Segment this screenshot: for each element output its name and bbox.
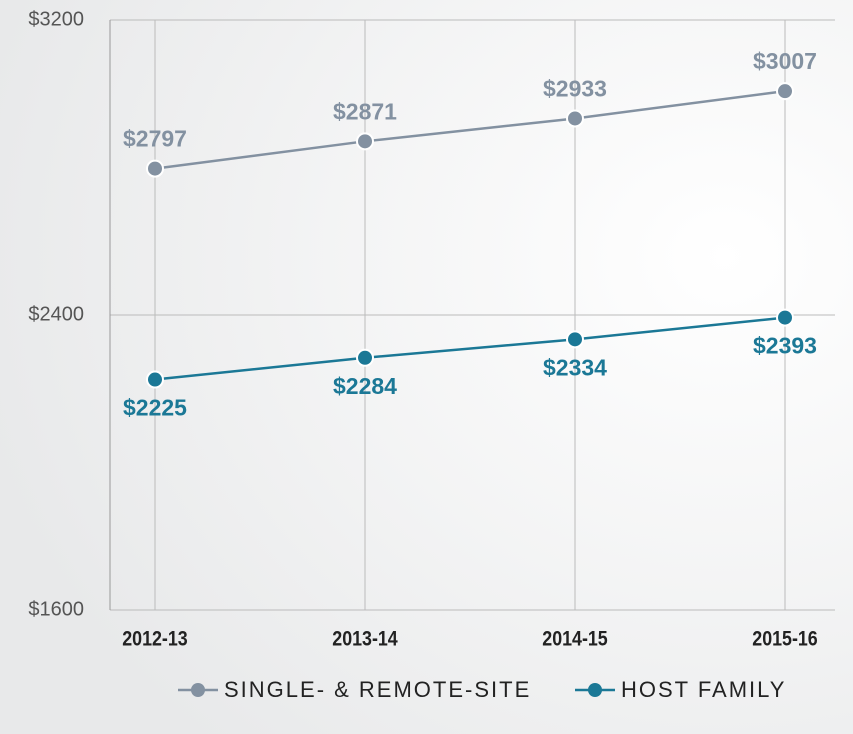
point: [146, 370, 164, 389]
point: [356, 348, 374, 367]
data-label: $2797: [123, 126, 187, 152]
data-label: $3007: [753, 48, 817, 74]
point: [566, 330, 584, 349]
x-tick-label: 2014-15: [542, 627, 608, 651]
legend-label: HOST FAMILY: [621, 677, 786, 702]
legend-label: SINGLE- & REMOTE-SITE: [224, 677, 531, 702]
series-line: [154, 89, 786, 170]
data-label: $2284: [333, 373, 397, 399]
x-tick-label: 2015-16: [752, 627, 818, 651]
data-label: $2393: [753, 333, 817, 359]
point: [146, 159, 164, 178]
data-label: $2933: [543, 76, 607, 102]
point: [566, 109, 584, 128]
y-tick-label: $2400: [28, 303, 84, 325]
data-label: $2225: [123, 395, 187, 421]
x-tick-label: 2013-14: [332, 627, 398, 651]
point: [776, 82, 794, 101]
data-label: $2871: [333, 98, 397, 124]
y-tick-label: $3200: [28, 8, 84, 30]
y-tick-label: $1600: [28, 598, 84, 620]
legend-marker: [588, 683, 602, 697]
data-label: $2334: [543, 354, 607, 380]
series-line: [154, 316, 786, 381]
point: [776, 308, 794, 327]
x-tick-label: 2012-13: [122, 627, 188, 651]
point: [356, 132, 374, 151]
legend-marker: [191, 683, 205, 697]
